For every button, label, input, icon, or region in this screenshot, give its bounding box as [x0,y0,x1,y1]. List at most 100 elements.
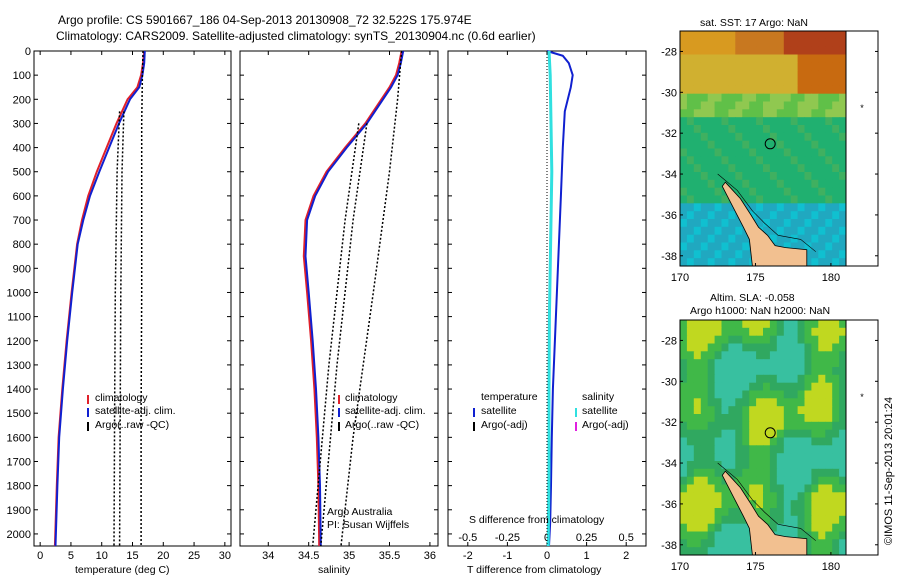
map-cell [776,508,785,517]
map-cell [818,320,826,329]
map-cell [790,219,799,228]
map-cell [804,547,812,556]
map-cell [797,351,806,360]
map-cell [783,93,792,103]
map-cell [783,351,792,360]
map-cell [776,31,785,40]
map-cell [790,211,799,220]
map-cell [680,453,688,462]
map-cell [721,382,729,392]
map-cell [839,406,847,415]
map-cell [818,374,826,384]
map-cell [714,148,723,157]
map-cell [825,164,833,173]
map-cell [769,93,778,103]
map-cell [804,179,812,189]
map-cell [811,46,819,56]
map-cell [818,476,826,486]
map-cell [832,46,840,56]
map-cell [832,445,840,454]
map-cell [839,484,847,493]
map-cell [825,219,833,228]
map-cell [763,351,771,360]
map-cell [804,38,812,48]
salinity-xlabel: salinity [318,564,351,576]
map-cell [825,406,833,415]
map-cell [693,109,702,118]
map-cell [832,390,840,399]
map-cell [728,140,736,150]
map-cell [825,429,833,439]
map-cell [763,195,771,204]
map-cell [721,164,729,173]
map-cell [700,523,709,533]
map-cell [811,515,819,525]
map-cell [728,327,736,337]
map-cell [825,203,833,212]
map-cell [714,523,723,533]
map-cell [769,78,778,87]
map-cell [797,140,806,150]
map-cell [776,203,785,212]
map-cell [811,539,819,548]
map-cell [700,539,709,548]
map-cell [811,219,819,228]
map-cell [839,46,847,56]
map-cell [832,382,840,392]
map-cell [686,461,695,470]
map-cell [790,31,799,40]
map-cell [818,46,826,56]
map-cell [804,343,812,352]
map-cell [680,492,688,501]
map-cell [742,476,750,486]
map-cell [790,85,799,95]
map-cell [714,101,723,110]
map-cell [735,327,743,337]
map-cell [756,179,764,189]
map-cell [756,335,764,345]
map-cell [680,382,688,392]
map-cell [832,374,840,384]
map-cell [839,250,847,259]
map-cell [763,461,771,470]
map-cell [680,101,688,110]
map-cell [728,156,736,165]
ytick-label: 1900 [7,505,31,517]
map-cell [756,219,764,228]
map-cell [811,101,819,110]
map-cell [825,234,833,244]
map-cell [776,335,785,345]
map-cell [797,476,806,486]
map-cell [832,461,840,470]
map-cell [804,374,812,384]
map-cell [797,203,806,212]
map-cell [776,390,785,399]
map-cell [783,531,792,540]
map-cell [811,414,819,423]
map-cell [797,390,806,399]
map-cell [797,359,806,368]
map-cell [735,93,743,103]
map-cell [714,242,723,251]
map-cell [742,148,750,157]
map-cell [707,234,716,244]
map-cell [790,226,799,236]
map-cell [825,46,833,56]
map-cell [742,62,750,71]
map-cell [839,211,847,220]
map-cell [735,508,743,517]
map-cell [825,539,833,548]
map-cell [707,211,716,220]
map-cell [686,156,695,165]
map-cell [721,109,729,118]
map-cell [707,398,716,407]
map-cell [763,500,771,509]
map-cell [783,164,792,173]
map-cell [749,320,757,329]
map-cell [797,211,806,220]
map-cell [707,468,716,478]
map-cell [797,109,806,118]
map-cell [763,62,771,71]
map-cell [721,343,729,352]
map-cell [714,539,723,548]
